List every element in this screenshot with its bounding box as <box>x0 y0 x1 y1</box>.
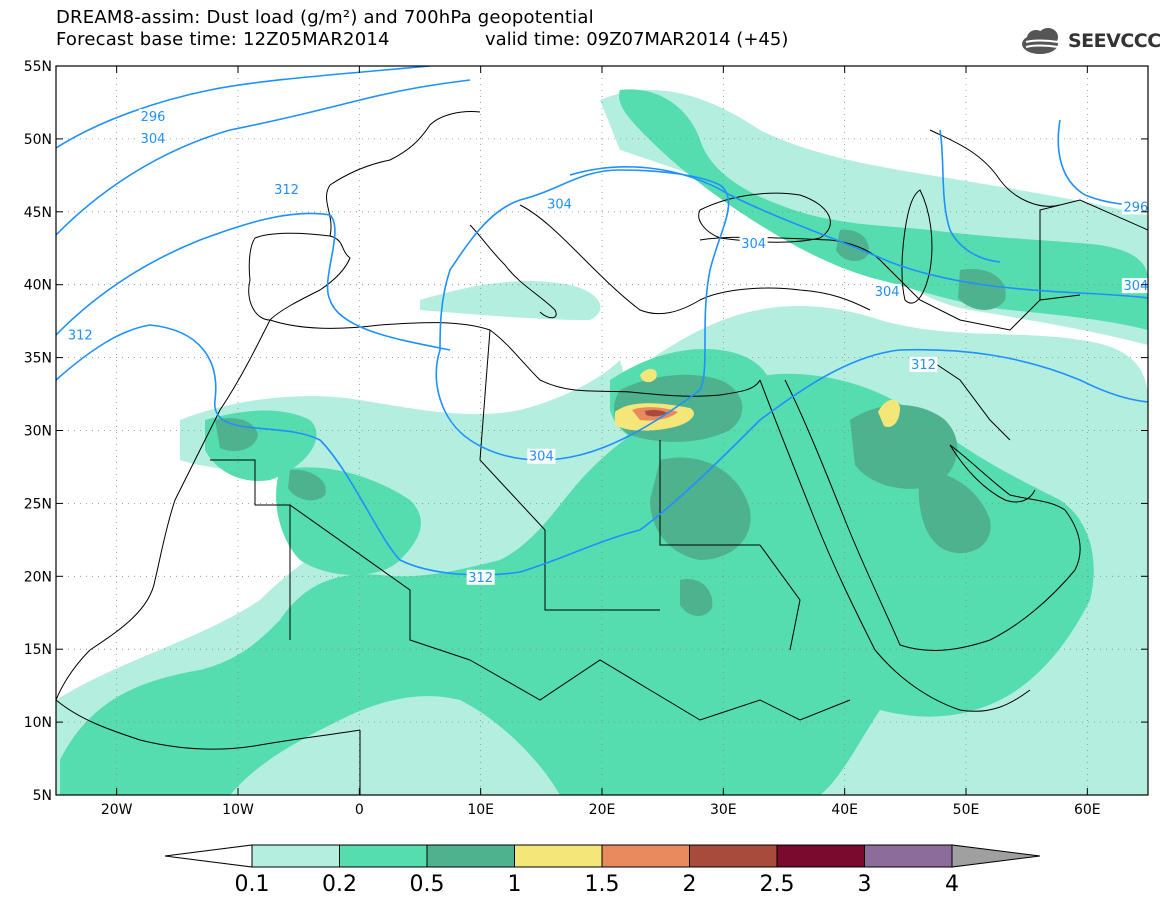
lon-tick-label: 40E <box>831 802 858 818</box>
lat-tick-label: 40N <box>24 278 52 294</box>
contour-label: 304 <box>873 283 902 300</box>
colorbar-label: 2.5 <box>760 872 795 897</box>
lat-tick-label: 15N <box>24 642 52 658</box>
colorbar-label: 3 <box>858 872 872 897</box>
colorbar-under-arrow <box>164 844 253 868</box>
contour-label: 304 <box>545 196 574 213</box>
contour-label: 304 <box>1121 278 1148 294</box>
lat-tick-label: 25N <box>24 496 52 512</box>
lat-tick-label: 55N <box>24 59 52 75</box>
colorbar-label: 1.5 <box>585 872 620 897</box>
colorbar-swatch <box>426 844 515 868</box>
lat-tick-label: 35N <box>24 351 52 367</box>
colorbar-label: 0.5 <box>410 872 445 897</box>
map-title: DREAM8-assim: Dust load (g/m²) and 700hP… <box>56 7 594 28</box>
lon-tick-label: 0 <box>355 802 364 818</box>
colorbar: 0.1 0.2 0.5 1 1.5 2 2.5 3 4 <box>164 844 1041 897</box>
colorbar-label: 0.1 <box>235 872 270 897</box>
contour-label-text: 296 <box>1123 200 1148 215</box>
contour-label: 304 <box>739 235 768 252</box>
contour-label: 304 <box>139 130 168 147</box>
contour-label-text: 304 <box>741 237 766 252</box>
lat-tick-label: 45N <box>24 205 52 221</box>
coastlines <box>56 111 1148 795</box>
colorbar-label: 4 <box>945 872 959 897</box>
colorbar-swatch <box>339 844 428 868</box>
colorbar-label: 1 <box>508 872 522 897</box>
contour-label: 312 <box>909 356 938 373</box>
colorbar-swatch <box>689 844 778 868</box>
contour-label-text: 312 <box>911 358 936 373</box>
contour-label-text: 304 <box>875 285 900 300</box>
contour-labels: 296 304 304 304 304 296 304 312 312 312 304 312 <box>66 109 1148 586</box>
lat-tick-label: 10N <box>24 715 52 731</box>
cloud-icon <box>1022 28 1059 54</box>
longitude-axis: 20W 10W 0 10E 20E 30E 40E 50E 60E <box>101 66 1101 818</box>
colorbar-label: 0.2 <box>322 872 357 897</box>
contour-label-text: 304 <box>1123 279 1148 294</box>
colorbar-swatch <box>864 844 953 868</box>
contour-label: 312 <box>66 327 95 344</box>
lon-tick-label: 30E <box>710 802 737 818</box>
lon-tick-label: 20E <box>589 802 616 818</box>
lat-tick-label: 20N <box>24 569 52 585</box>
contour-label-text: 304 <box>141 132 166 147</box>
dust-field-high <box>615 368 900 431</box>
contour-label: 312 <box>272 181 301 198</box>
lat-tick-label: 50N <box>24 132 52 148</box>
contour-label-text: 304 <box>529 450 554 465</box>
contour-label: 296 <box>139 109 168 125</box>
contour-label-text: 296 <box>141 110 166 125</box>
lon-tick-label: 10E <box>467 802 494 818</box>
colorbar-swatch <box>776 844 865 868</box>
lat-tick-label: 5N <box>33 788 52 804</box>
valid-time: valid time: 09Z07MAR2014 (+45) <box>485 29 789 50</box>
map-grid <box>56 66 1148 795</box>
colorbar-swatch <box>251 844 340 868</box>
forecast-base-time: Forecast base time: 12Z05MAR2014 <box>56 29 390 50</box>
contour-label-text: 312 <box>468 571 493 586</box>
latitude-axis: 55N 50N 45N 40N 35N 30N 25N 20N 15N 10N 5N <box>24 59 1148 804</box>
lon-tick-label: 10W <box>222 802 254 818</box>
contour-label: 304 <box>527 448 556 465</box>
contour-label-text: 312 <box>68 329 93 344</box>
contour-label-text: 304 <box>547 198 572 213</box>
dust-field-dark <box>215 229 1006 616</box>
contour-label-text: 312 <box>274 183 299 198</box>
colorbar-swatch <box>514 844 603 868</box>
colorbar-label: 2 <box>683 872 697 897</box>
colorbar-over-arrow <box>951 844 1041 868</box>
logo-text: SEEVCCC <box>1068 30 1161 52</box>
contour-label: 296 <box>1121 199 1148 215</box>
contour-label: 312 <box>466 569 495 586</box>
lon-tick-label: 60E <box>1074 802 1101 818</box>
lon-tick-label: 20W <box>101 802 133 818</box>
colorbar-swatch <box>601 844 690 868</box>
lat-tick-label: 30N <box>24 424 52 440</box>
seevccc-logo <box>1022 28 1059 54</box>
lon-tick-label: 50E <box>953 802 980 818</box>
